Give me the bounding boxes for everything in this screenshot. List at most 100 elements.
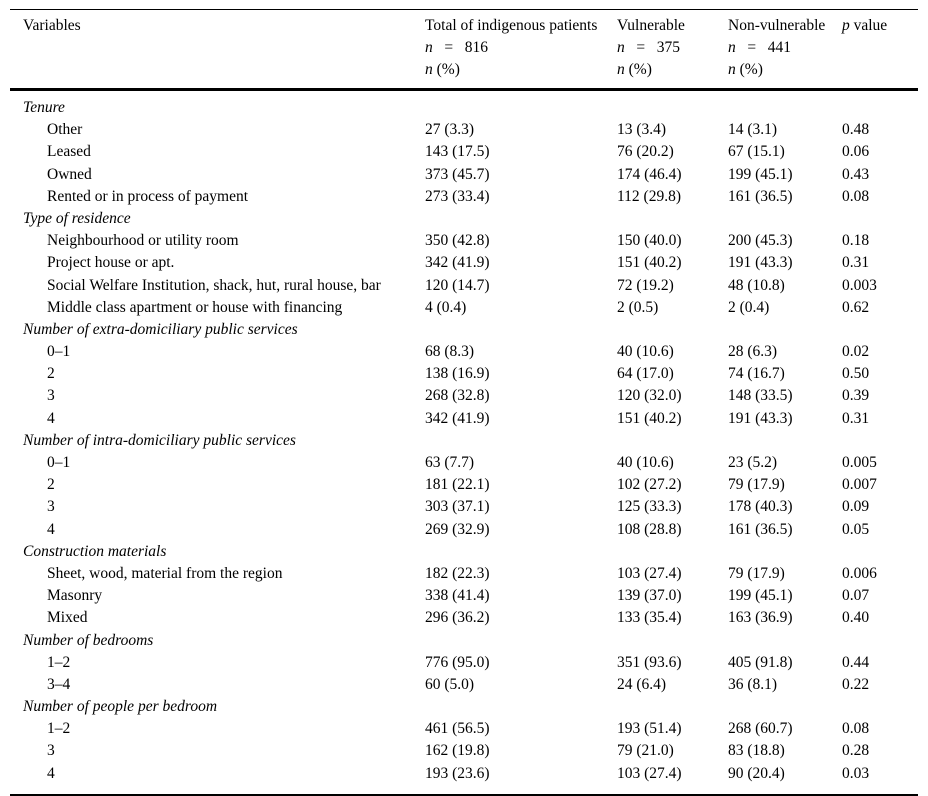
non-vulnerable-column-title: Non-vulnerable <box>728 17 826 34</box>
table-row: Leased 143 (17.5) 76 (20.2) 67 (15.1) 0.06 <box>10 141 918 163</box>
row-label: 0–1 <box>47 343 71 361</box>
row-label: 1–2 <box>47 653 71 671</box>
empty-cell <box>425 696 617 718</box>
empty-cell <box>842 319 918 341</box>
vulnerable-value: 120 (32.0) <box>617 387 682 405</box>
row-label: Social Welfare Institution, shack, hut, … <box>47 276 381 294</box>
non-vulnerable-value: 191 (43.3) <box>728 409 793 427</box>
empty-cell <box>617 208 728 230</box>
vulnerable-value: 76 (20.2) <box>617 143 674 161</box>
table-row: 1–2 461 (56.5) 193 (51.4) 268 (60.7) 0.08 <box>10 718 918 740</box>
non-vulnerable-value: 161 (36.5) <box>728 520 793 538</box>
p-value: 0.44 <box>842 653 870 671</box>
row-label: Project house or apt. <box>47 254 175 272</box>
empty-cell <box>617 319 728 341</box>
empty-cell <box>425 630 617 652</box>
p-value: 0.43 <box>842 165 870 183</box>
p-value: 0.08 <box>842 187 870 205</box>
empty-cell <box>728 630 842 652</box>
row-label: 1–2 <box>47 720 71 738</box>
total-value: 461 (56.5) <box>425 720 490 738</box>
non-vulnerable-value: 2 (0.4) <box>728 298 770 316</box>
non-vulnerable-value: 48 (10.8) <box>728 276 785 294</box>
vulnerable-value: 151 (40.2) <box>617 254 682 272</box>
table-row: Mixed 296 (36.2) 133 (35.4) 163 (36.9) 0.40 <box>10 607 918 629</box>
total-value: 60 (5.0) <box>425 675 475 693</box>
p-value: 0.07 <box>842 587 870 605</box>
table-row: Other 27 (3.3) 13 (3.4) 14 (3.1) 0.48 <box>10 119 918 141</box>
non-vulnerable-value: 23 (5.2) <box>728 454 778 471</box>
section-header-row: Number of extra-domiciliary public servi… <box>10 319 918 341</box>
total-value: 350 (42.8) <box>425 232 490 250</box>
row-label: Sheet, wood, material from the region <box>47 564 283 582</box>
non-vulnerable-value: 200 (45.3) <box>728 232 793 250</box>
table-row: 0–1 63 (7.7) 40 (10.6) 23 (5.2) 0.005 <box>10 452 918 474</box>
empty-cell <box>842 97 918 119</box>
table-row: Masonry 338 (41.4) 139 (37.0) 199 (45.1) 0.0… <box>10 585 918 607</box>
p-value: 0.09 <box>842 498 870 516</box>
p-value: 0.08 <box>842 720 870 738</box>
p-value: 0.005 <box>842 454 877 471</box>
vulnerable-value: 40 (10.6) <box>617 343 674 361</box>
p-value: 0.50 <box>842 365 870 383</box>
header-p-value-column: p value <box>842 15 918 81</box>
table-row: 3 162 (19.8) 79 (21.0) 83 (18.8) 0.28 <box>10 740 918 762</box>
row-label: Owned <box>47 165 92 183</box>
total-value: 268 (32.8) <box>425 387 490 405</box>
table-row: Neighbourhood or utility room 350 (42.8) 1… <box>10 230 918 252</box>
empty-cell <box>842 630 918 652</box>
empty-cell <box>617 696 728 718</box>
non-vulnerable-value: 163 (36.9) <box>728 609 793 627</box>
vulnerable-value: 102 (27.2) <box>617 476 682 494</box>
total-value: 193 (23.6) <box>425 764 490 782</box>
p-value: 0.007 <box>842 476 877 494</box>
table-body: Tenure Other 27 (3.3) 13 (3.4) 14 (3.1) 0.48 L… <box>10 91 918 794</box>
non-vulnerable-value: 405 (91.8) <box>728 653 793 671</box>
total-value: 4 (0.4) <box>425 298 467 316</box>
p-value: 0.03 <box>842 764 870 782</box>
p-value: 0.62 <box>842 298 870 316</box>
empty-cell <box>842 430 918 452</box>
p-value: 0.28 <box>842 742 870 760</box>
table-row: 0–1 68 (8.3) 40 (10.6) 28 (6.3) 0.02 <box>10 341 918 363</box>
row-label: Neighbourhood or utility room <box>47 232 239 250</box>
total-value: 342 (41.9) <box>425 409 490 427</box>
empty-cell <box>425 97 617 119</box>
row-label: Rented or in process of payment <box>47 187 249 205</box>
empty-cell <box>617 541 728 563</box>
section-title: Tenure <box>23 99 65 116</box>
non-vulnerable-value: 74 (16.7) <box>728 365 785 383</box>
section-header-row: Construction materials <box>10 541 918 563</box>
empty-cell <box>425 319 617 341</box>
vulnerable-value: 79 (21.0) <box>617 742 674 760</box>
row-label: Masonry <box>47 587 103 605</box>
p-value: 0.31 <box>842 409 870 427</box>
total-value: 138 (16.9) <box>425 365 490 383</box>
empty-cell <box>617 430 728 452</box>
section-header-row: Tenure <box>10 97 918 119</box>
header-vulnerable-column: Vulnerable n = 375 n (%) <box>617 15 728 81</box>
p-value: 0.39 <box>842 387 870 405</box>
total-value: 273 (33.4) <box>425 187 490 205</box>
row-label: Mixed <box>47 609 88 627</box>
vulnerable-value: 151 (40.2) <box>617 409 682 427</box>
vulnerable-value: 108 (28.8) <box>617 520 682 538</box>
empty-cell <box>425 208 617 230</box>
row-label: 3 <box>47 742 55 760</box>
section-header-row: Number of intra-domiciliary public servi… <box>10 430 918 452</box>
table-row: Middle class apartment or house with fin… <box>10 297 918 319</box>
section-header-row: Number of people per bedroom <box>10 696 918 718</box>
total-value: 162 (19.8) <box>425 742 490 760</box>
section-header-row: Type of residence <box>10 208 918 230</box>
vulnerable-value: 150 (40.0) <box>617 232 682 250</box>
empty-cell <box>728 319 842 341</box>
row-label: Leased <box>47 143 91 161</box>
section-title: Number of bedrooms <box>23 631 154 649</box>
table-row: 3–4 60 (5.0) 24 (6.4) 36 (8.1) 0.22 <box>10 674 918 696</box>
vulnerable-value: 133 (35.4) <box>617 609 682 627</box>
table-row: 4 193 (23.6) 103 (27.4) 90 (20.4) 0.03 <box>10 763 918 785</box>
row-label: 0–1 <box>47 454 71 471</box>
total-value: 68 (8.3) <box>425 343 475 361</box>
row-label: 3 <box>47 498 55 516</box>
empty-cell <box>425 541 617 563</box>
